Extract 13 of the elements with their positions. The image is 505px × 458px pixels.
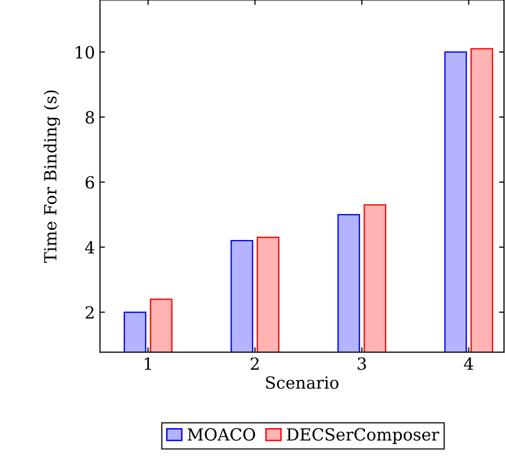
x-tick-label: 1 <box>144 357 152 370</box>
y-tick-label: 8 <box>86 111 94 124</box>
x-tick-label: 3 <box>358 357 366 370</box>
x-tick-label: 2 <box>250 357 259 370</box>
y-axis-title: Time For Binding (s) <box>44 90 60 263</box>
x-tick-label: 4 <box>464 357 474 370</box>
legend-label: MOACO <box>188 428 256 441</box>
y-tick-label: 4 <box>85 241 94 254</box>
legend-label: DECSerComposer <box>286 428 440 444</box>
y-tick-label: 2 <box>86 306 94 319</box>
y-tick-label: 6 <box>86 176 94 189</box>
y-tick-label: 10 <box>76 46 94 59</box>
x-axis-title: Scenario <box>266 376 338 389</box>
